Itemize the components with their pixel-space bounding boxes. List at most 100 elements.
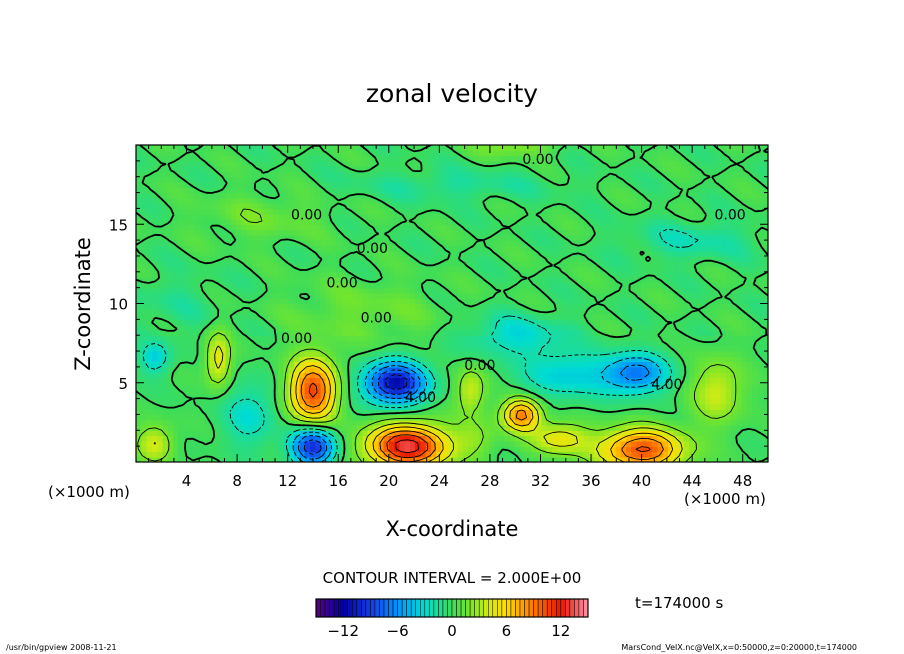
colorbar-cell xyxy=(519,598,525,618)
colorbar-cell xyxy=(583,598,589,618)
x-tick-label: 20 xyxy=(379,472,398,490)
colorbar-cell xyxy=(429,598,435,618)
colorbar-cell xyxy=(542,598,548,618)
colorbar-cell xyxy=(324,598,330,618)
colorbar-cell xyxy=(578,598,584,618)
footer-left: /usr/bin/gpview 2008-11-21 xyxy=(6,643,117,652)
colorbar-cell xyxy=(456,598,462,618)
contour-level-4 xyxy=(153,345,683,462)
colorbar-cell xyxy=(374,598,380,618)
contour-level-neg6 xyxy=(298,364,650,460)
colorbar-cell xyxy=(556,598,562,618)
colorbar-cell xyxy=(415,598,421,618)
contour-level-neg8 xyxy=(303,369,415,455)
x-units-right: (×1000 m) xyxy=(684,490,766,508)
colorbar-cell xyxy=(320,598,326,618)
contour-labels: 0.00 0.00 0.00 0.00 0.00 0.00 0.00 0.00 4.00 4.00 xyxy=(281,152,746,406)
colorbar-tick-label: 12 xyxy=(551,622,570,640)
colorbar-cell xyxy=(433,598,439,618)
colorbar-cell xyxy=(537,598,543,618)
colorbar-tick-label: −6 xyxy=(387,622,409,640)
colorbar-cell xyxy=(347,598,353,618)
colorbar-cell xyxy=(569,598,575,618)
colorbar-cell xyxy=(451,598,457,618)
colorbar-cell xyxy=(546,598,552,618)
colorbar-cell xyxy=(501,598,507,618)
x-tick-label: 40 xyxy=(632,472,651,490)
colorbar-cell xyxy=(352,598,358,618)
contour-level-6 xyxy=(295,365,674,462)
x-tick-label: 4 xyxy=(182,472,192,490)
x-axis-label: X-coordinate xyxy=(386,517,519,541)
colorbar-cell xyxy=(333,598,339,618)
colorbar-tick-label: 6 xyxy=(502,622,512,640)
x-tick-label: 32 xyxy=(531,472,550,490)
colorbar-tick-label: 0 xyxy=(447,622,457,640)
time-label: t=174000 s xyxy=(635,594,723,612)
contour-level-neg2 xyxy=(142,228,699,462)
chart-title: zonal velocity xyxy=(366,79,538,108)
plot-area: 0.00 0.00 0.00 0.00 0.00 0.00 0.00 0.00 4.00 4.00 xyxy=(135,144,769,463)
colorbar-cell xyxy=(528,598,534,618)
colorbar-cell xyxy=(510,598,516,618)
colorbar-cell xyxy=(460,598,466,618)
x-tick-label: 48 xyxy=(733,472,752,490)
contour-label: 0.00 xyxy=(714,207,745,223)
contour-level-neg10 xyxy=(384,374,408,390)
contour-label: 4.00 xyxy=(651,377,682,393)
contour-label: 0.00 xyxy=(326,276,357,292)
colorbar-cell xyxy=(315,598,321,618)
colorbar-cell xyxy=(329,598,335,618)
colorbar-cell xyxy=(383,598,389,618)
colorbar-frame xyxy=(315,598,589,618)
colorbar-cell xyxy=(551,598,557,618)
colorbar-cell xyxy=(533,598,539,618)
x-tick-label: 12 xyxy=(278,472,297,490)
contour-label: 0.00 xyxy=(361,311,392,327)
colorbar-cell xyxy=(356,598,362,618)
colorbar-cell xyxy=(370,598,376,618)
colorbar-cell xyxy=(401,598,407,618)
colorbar-cell xyxy=(524,598,530,618)
colorbar-cell xyxy=(410,598,416,618)
colorbar-cell xyxy=(565,598,571,618)
contour-level-0 xyxy=(136,145,768,462)
heatmap xyxy=(136,145,768,462)
x-units-left: (×1000 m) xyxy=(48,483,130,501)
colorbar-cell xyxy=(465,598,471,618)
colorbar-cell xyxy=(574,598,580,618)
y-axis: 5 10 15 xyxy=(109,160,768,447)
colorbar-cell xyxy=(406,598,412,618)
colorbar-cell xyxy=(397,598,403,618)
colorbar-cell xyxy=(338,598,344,618)
contour-label: 0.00 xyxy=(291,207,322,223)
colorbar-cell xyxy=(560,598,566,618)
colorbar-cell xyxy=(478,598,484,618)
footer-right: MarsCond_VelX.nc@VelX,x=0:50000,z=0:2000… xyxy=(621,643,857,652)
colorbar-cell xyxy=(420,598,426,618)
y-axis-label: Z-coordinate xyxy=(71,237,95,371)
colorbar-cell xyxy=(438,598,444,618)
contour-level-12 xyxy=(395,439,419,454)
x-tick-label: 28 xyxy=(480,472,499,490)
colorbar-cell xyxy=(492,598,498,618)
contour-level-10 xyxy=(308,382,651,459)
contour-interval: CONTOUR INTERVAL = 2.000E+00 xyxy=(323,569,582,587)
colorbar-cell xyxy=(488,598,494,618)
y-tick-label: 10 xyxy=(109,296,128,314)
colorbar-cell xyxy=(506,598,512,618)
colorbar-cell xyxy=(447,598,453,618)
x-tick-label: 16 xyxy=(329,472,348,490)
colorbar: −12 −6 0 6 12 xyxy=(315,598,589,640)
x-tick-label: 24 xyxy=(430,472,449,490)
colorbar-cell xyxy=(442,598,448,618)
colorbar-cell xyxy=(392,598,398,618)
colorbar-cell xyxy=(474,598,480,618)
colorbar-cell xyxy=(483,598,489,618)
contour-label: 0.00 xyxy=(522,152,553,168)
contour-label: 0.00 xyxy=(464,358,495,374)
colorbar-cell xyxy=(424,598,430,618)
y-tick-label: 15 xyxy=(109,216,128,234)
contour-label: 4.00 xyxy=(405,390,436,406)
